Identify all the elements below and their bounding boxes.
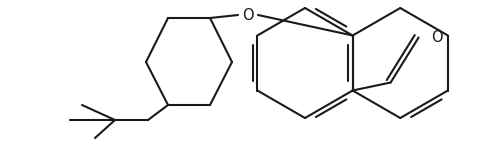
Text: O: O — [242, 7, 254, 22]
Text: O: O — [430, 30, 442, 45]
